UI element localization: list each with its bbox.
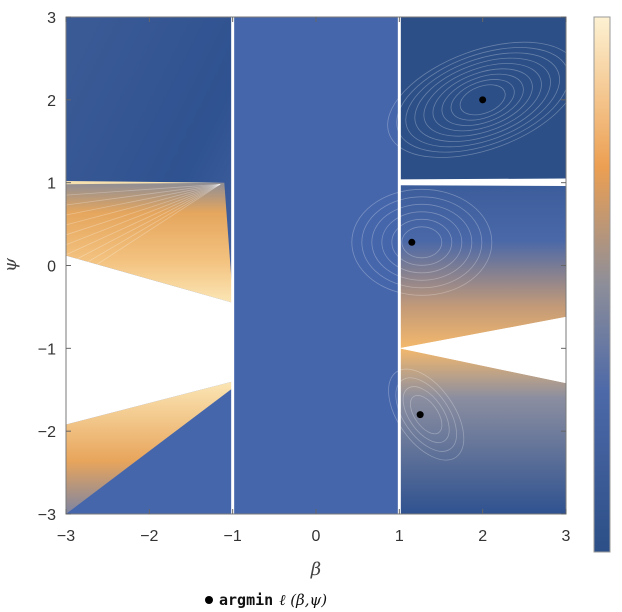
y-tick-label: 3 — [47, 10, 56, 27]
legend-marker-icon — [205, 596, 213, 604]
singular-line-left — [66, 181, 225, 185]
contour-line-mid-right — [391, 218, 453, 266]
x-tick-label: −1 — [224, 528, 242, 545]
y-tick-label: 2 — [47, 93, 56, 110]
contour-line-mid-right — [371, 203, 473, 281]
contour-line-top-right — [441, 73, 524, 126]
argmin-point — [479, 96, 487, 104]
contour-line-top-right — [387, 41, 566, 158]
y-tick-label: 1 — [47, 176, 56, 193]
contour-line-low-right — [388, 368, 465, 461]
colorbar — [593, 16, 611, 553]
x-tick-label: 0 — [312, 528, 321, 545]
x-axis-label: β — [310, 559, 321, 580]
legend: argmin ℓ (β,ψ) — [205, 590, 327, 610]
argmin-point — [416, 411, 424, 419]
contour-line-low-right — [410, 395, 443, 435]
contour-line-low-right — [402, 386, 450, 443]
contour-line-top-right — [432, 68, 533, 132]
y-tick-labels: −3 −2 −1 0 1 2 3 — [38, 10, 56, 524]
legend-function-label: argmin — [219, 591, 274, 609]
y-tick-label: −1 — [38, 341, 56, 358]
contour-line-left — [66, 183, 221, 285]
y-tick-label: −3 — [38, 507, 56, 524]
region-right-undefined — [399, 316, 566, 384]
wedge-left-upper — [66, 182, 233, 303]
x-tick-label: −2 — [140, 528, 158, 545]
x-tick-labels: −3 −2 −1 0 1 2 3 — [57, 528, 571, 545]
contour-line-left — [66, 183, 221, 216]
region-right-lower — [399, 348, 566, 514]
contour-line-left — [66, 183, 221, 266]
contour-line-top-right — [405, 52, 560, 148]
contour-line-top-right — [459, 84, 506, 116]
contour-line-left — [66, 183, 221, 226]
legend-expression-label: ℓ (β,ψ) — [279, 590, 328, 609]
region-left-undefined — [66, 255, 233, 425]
contour-line-mid-right — [351, 188, 493, 296]
contour-line-mid-right — [401, 226, 443, 259]
contour-line-low-right — [395, 377, 457, 452]
y-axis-label: ψ — [0, 257, 21, 272]
region-middle — [232, 17, 400, 514]
argmin-point — [408, 238, 416, 246]
contour-lines — [66, 41, 566, 461]
y-tick-label: 0 — [47, 259, 56, 276]
contour-line-top-right — [423, 63, 542, 137]
contour-line-left — [66, 183, 221, 275]
wedge-left-lower — [66, 381, 233, 514]
contour-line-left — [66, 183, 221, 206]
contour-line-mid-right — [361, 196, 483, 289]
x-tick-label: −3 — [57, 528, 75, 545]
axis-ticks — [65, 16, 567, 515]
contour-line-top-right — [396, 47, 566, 153]
minimum-points — [408, 96, 487, 419]
y-tick-label: −2 — [38, 424, 56, 441]
contour-line-top-right — [414, 57, 551, 142]
contour-line-top-right — [450, 79, 515, 121]
contour-line-mid-right — [381, 211, 463, 274]
contour-line-left — [66, 183, 221, 256]
contour-line-left — [66, 183, 221, 246]
region-right-middle — [399, 182, 566, 349]
contour-field — [66, 17, 566, 514]
contour-line-left — [66, 183, 221, 236]
x-tick-label: 2 — [478, 528, 487, 545]
x-tick-label: 1 — [395, 528, 404, 545]
singular-line-right — [399, 178, 566, 186]
x-tick-label: 3 — [562, 528, 571, 545]
contour-line-left — [66, 183, 221, 196]
